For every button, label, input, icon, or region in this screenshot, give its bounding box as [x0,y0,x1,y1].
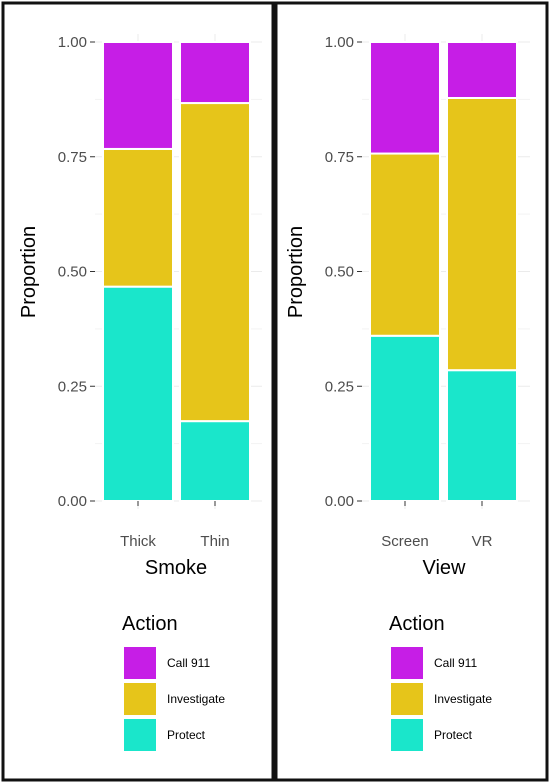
legend-smoke: Action Call 911 Investigate Protect [122,613,225,751]
bar-segment-call-911-thick [102,41,174,150]
y-tick-label: 0.50 [325,264,354,281]
legend-label: Investigate [434,692,492,706]
y-tick-label: 0.00 [325,493,354,510]
bar-segment-investigate-thin [179,102,251,423]
legend-label: Protect [167,728,206,742]
legend-items: Call 911 Investigate Protect [391,647,492,751]
chart-panel-smoke: 0.00 0.25 0.50 0.75 1.00 Thick Thin Proportion… [18,34,262,751]
y-tick-label: 0.25 [58,378,87,395]
bar-segment-call-911-thin [179,41,251,105]
legend-label: Investigate [167,692,225,706]
plot-area-smoke: 0.00 0.25 0.50 0.75 1.00 Thick Thin [58,34,262,550]
bar-segment-call-911-vr [446,41,518,99]
legend-swatch-call-911 [391,647,423,679]
plot-area-view: 0.00 0.25 0.50 0.75 1.00 Screen VR [325,34,530,550]
bar-segment-protect-screen [369,334,441,503]
bar-segment-protect-vr [446,369,518,502]
x-tick-label: Screen [381,533,429,550]
x-tick-label: Thick [120,533,156,550]
bar-segment-call-911-screen [369,41,441,155]
legend-label: Call 911 [434,656,477,670]
y-axis-title: Proportion [285,226,307,318]
legend-swatch-investigate [391,683,423,715]
bar-segment-protect-thin [179,420,251,502]
bar-segment-investigate-vr [446,96,518,372]
legend-label: Call 911 [167,656,210,670]
y-tick-label: 0.25 [325,378,354,395]
y-tick-label: 0.50 [58,264,87,281]
y-tick-label: 1.00 [58,34,87,51]
y-axis-title: Proportion [18,226,40,318]
panel-border-right [274,1,549,782]
legend-label: Protect [434,728,473,742]
y-tick-label: 1.00 [325,34,354,51]
panel-border-left [1,1,275,782]
x-tick-label: VR [472,533,493,550]
x-axis-title: View [423,557,467,579]
bar-segment-investigate-thick [102,147,174,288]
y-tick-label: 0.00 [58,493,87,510]
legend-view: Action Call 911 Investigate Protect [389,613,492,751]
legend-title: Action [122,613,178,635]
legend-items: Call 911 Investigate Protect [124,647,225,751]
x-tick-label: Thin [200,533,229,550]
legend-swatch-call-911 [124,647,156,679]
legend-swatch-protect [124,719,156,751]
y-tick-label: 0.75 [58,149,87,166]
x-axis-title: Smoke [145,557,207,579]
legend-swatch-investigate [124,683,156,715]
y-tick-label: 0.75 [325,149,354,166]
bar-segment-investigate-screen [369,152,441,337]
bar-segment-protect-thick [102,285,174,502]
legend-title: Action [389,613,445,635]
legend-swatch-protect [391,719,423,751]
